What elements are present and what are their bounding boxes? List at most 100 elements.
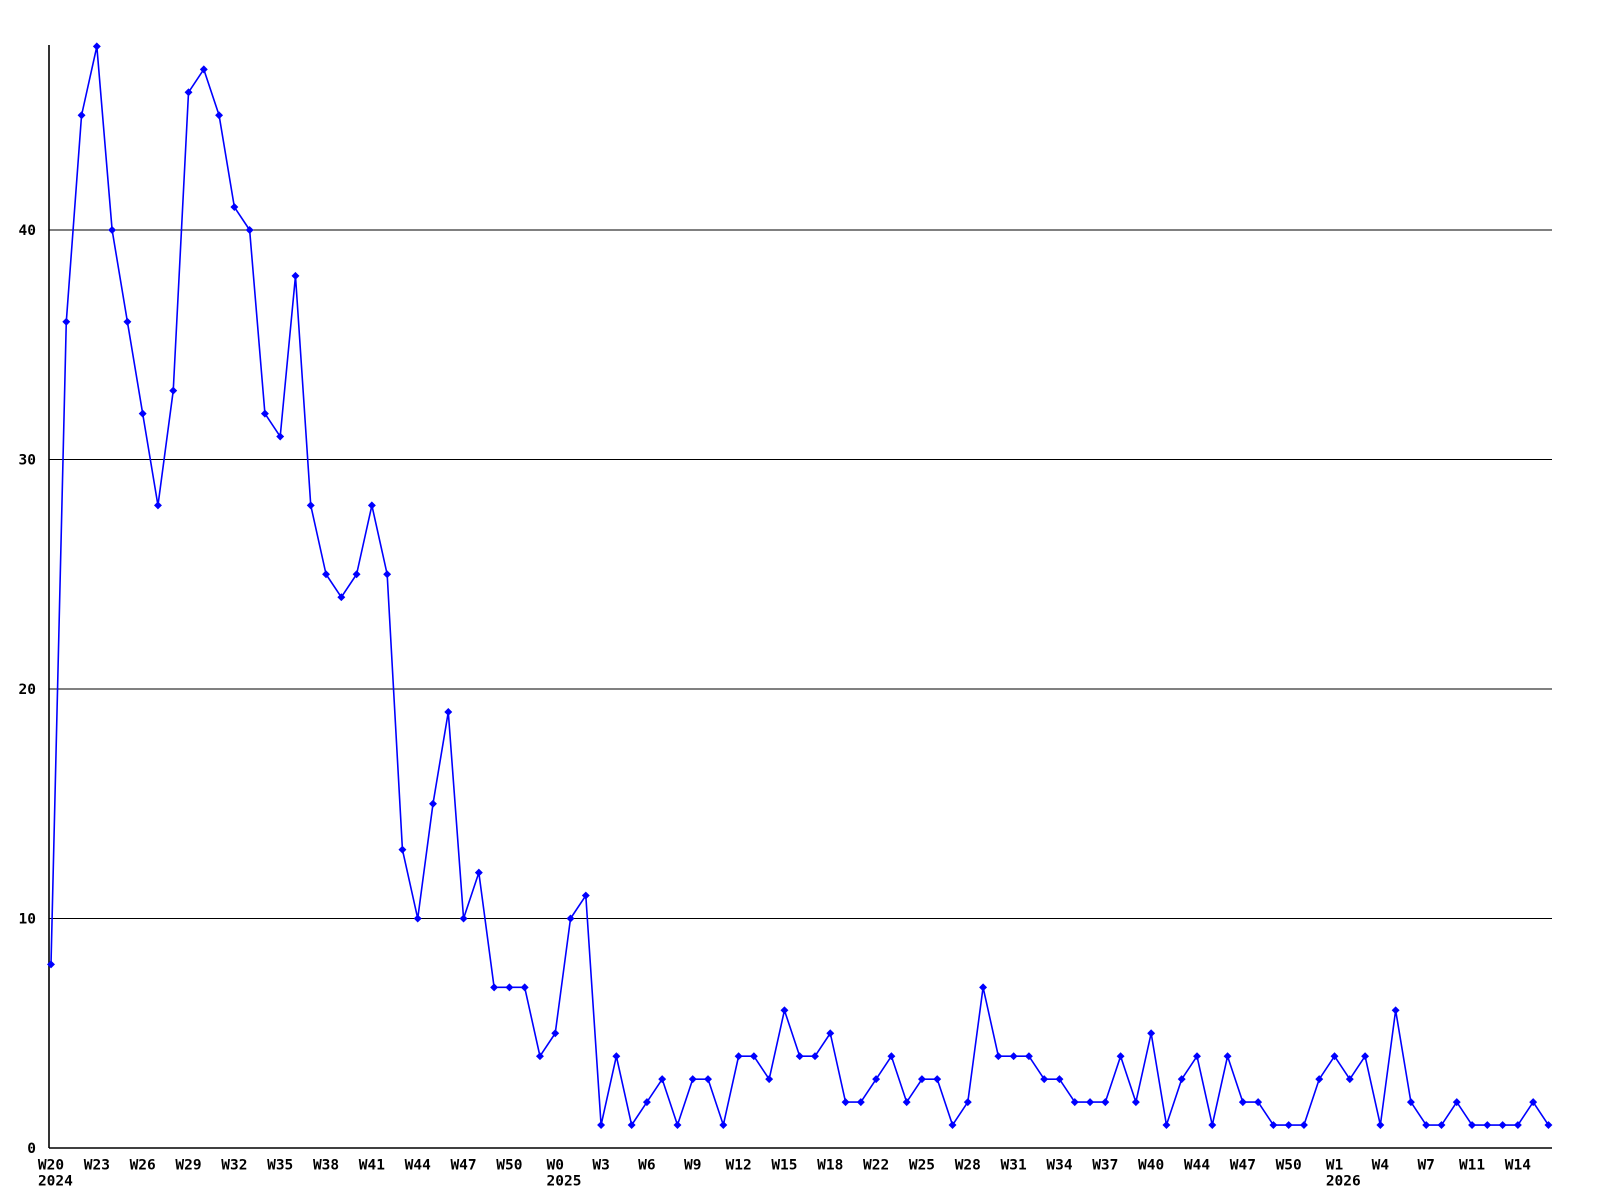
data-point-marker (1040, 1075, 1049, 1084)
data-point-marker (1055, 1075, 1064, 1084)
x-axis-tick-label: W37 (1092, 1158, 1118, 1174)
x-axis-tick-label: W25 (909, 1158, 935, 1174)
data-point-marker (62, 317, 71, 326)
data-point-marker (1513, 1121, 1522, 1130)
data-point-marker (872, 1075, 881, 1084)
x-axis-tick-label: W9 (684, 1158, 701, 1174)
data-point-marker (963, 1098, 972, 1107)
data-point-marker (795, 1052, 804, 1061)
data-point-marker (490, 983, 499, 992)
x-axis-year-label: 2025 (547, 1174, 582, 1190)
x-axis-tick-label: W26 (130, 1158, 156, 1174)
y-axis-tick-label: 10 (19, 912, 36, 928)
data-point-marker (673, 1121, 682, 1130)
data-point-marker (1422, 1121, 1431, 1130)
data-point-marker (215, 111, 224, 120)
data-point-marker (1116, 1052, 1125, 1061)
x-axis-tick-label: W44 (405, 1158, 431, 1174)
data-point-marker (1177, 1075, 1186, 1084)
x-axis-tick-label: W1 (1326, 1158, 1344, 1174)
x-axis-tick-label: W23 (84, 1158, 110, 1174)
data-point-marker (474, 868, 483, 877)
data-point-marker (1101, 1098, 1110, 1107)
x-axis-tick-label: W6 (638, 1158, 655, 1174)
data-point-marker (1086, 1098, 1095, 1107)
data-point-marker (1406, 1098, 1415, 1107)
data-point-marker (108, 226, 117, 234)
data-point-marker (1437, 1121, 1446, 1130)
data-point-marker (1299, 1121, 1308, 1130)
data-point-marker (429, 799, 437, 808)
data-point-marker (1529, 1098, 1538, 1107)
x-axis-tick-label: W0 (547, 1158, 564, 1174)
data-point-marker (581, 891, 590, 900)
data-point-marker (184, 88, 193, 97)
y-axis-tick-label: 20 (19, 682, 36, 698)
x-axis-tick-label: W50 (496, 1158, 522, 1174)
x-axis-year-label: 2024 (38, 1174, 73, 1190)
x-axis-tick-label: W31 (1001, 1158, 1027, 1174)
y-axis-tick-label: 40 (19, 223, 36, 239)
data-point-marker (1208, 1121, 1217, 1130)
x-axis-tick-label: W41 (359, 1158, 385, 1174)
data-point-marker (551, 1029, 560, 1038)
data-point-marker (811, 1052, 819, 1061)
data-point-marker (749, 1052, 758, 1061)
x-axis-tick-label: W35 (267, 1158, 293, 1174)
data-point-marker (979, 983, 988, 992)
data-point-marker (291, 271, 300, 280)
data-point-marker (917, 1075, 926, 1084)
data-point-marker (566, 914, 575, 923)
data-point-marker (841, 1098, 850, 1107)
data-point-marker (612, 1052, 621, 1061)
x-axis-tick-label: W40 (1138, 1158, 1164, 1174)
x-axis-tick-label: W11 (1459, 1158, 1485, 1174)
x-axis-tick-label: W32 (221, 1158, 247, 1174)
x-axis-tick-label: W29 (175, 1158, 201, 1174)
data-point-marker (444, 707, 453, 716)
x-axis-tick-label: W47 (1230, 1158, 1256, 1174)
data-point-marker (1361, 1052, 1370, 1061)
data-point-marker (1238, 1098, 1247, 1107)
data-point-marker (642, 1098, 651, 1107)
data-point-marker (1468, 1121, 1477, 1130)
data-point-marker (627, 1121, 636, 1130)
y-axis-tick-label: 0 (27, 1141, 36, 1157)
x-axis-tick-label: W38 (313, 1158, 339, 1174)
data-point-marker (688, 1075, 697, 1084)
data-point-marker (1391, 1006, 1400, 1015)
data-point-marker (169, 386, 178, 395)
x-axis-tick-label: W3 (592, 1158, 609, 1174)
x-axis-tick-label: W50 (1276, 1158, 1302, 1174)
data-point-marker (1254, 1098, 1263, 1107)
data-point-marker (704, 1075, 713, 1084)
data-point-marker (1498, 1121, 1507, 1130)
x-axis-year-label: 2026 (1326, 1174, 1361, 1190)
data-point-marker (276, 432, 285, 441)
data-point-marker (505, 983, 514, 992)
data-point-marker (597, 1121, 606, 1130)
data-point-marker (459, 914, 468, 923)
data-point-marker (337, 593, 346, 602)
data-point-marker (1315, 1075, 1324, 1084)
data-line (50, 45, 1550, 1126)
x-axis-tick-label: W34 (1046, 1158, 1072, 1174)
x-axis-tick-label: W12 (725, 1158, 751, 1174)
data-point-marker (383, 570, 392, 579)
data-point-marker (352, 570, 361, 579)
x-axis-tick-label: W14 (1505, 1158, 1531, 1174)
x-axis-tick-label: W4 (1372, 1158, 1390, 1174)
data-point-marker (322, 570, 331, 579)
data-point-marker (138, 409, 147, 418)
data-point-marker (1147, 1029, 1156, 1038)
data-point-marker (1024, 1052, 1033, 1061)
data-point-marker (1223, 1052, 1232, 1061)
data-point-marker (1162, 1121, 1171, 1130)
data-point-marker (1009, 1052, 1018, 1061)
data-point-marker (948, 1121, 957, 1130)
data-point-marker (1330, 1052, 1339, 1061)
data-point-marker (413, 914, 422, 923)
data-point-marker (92, 42, 101, 51)
